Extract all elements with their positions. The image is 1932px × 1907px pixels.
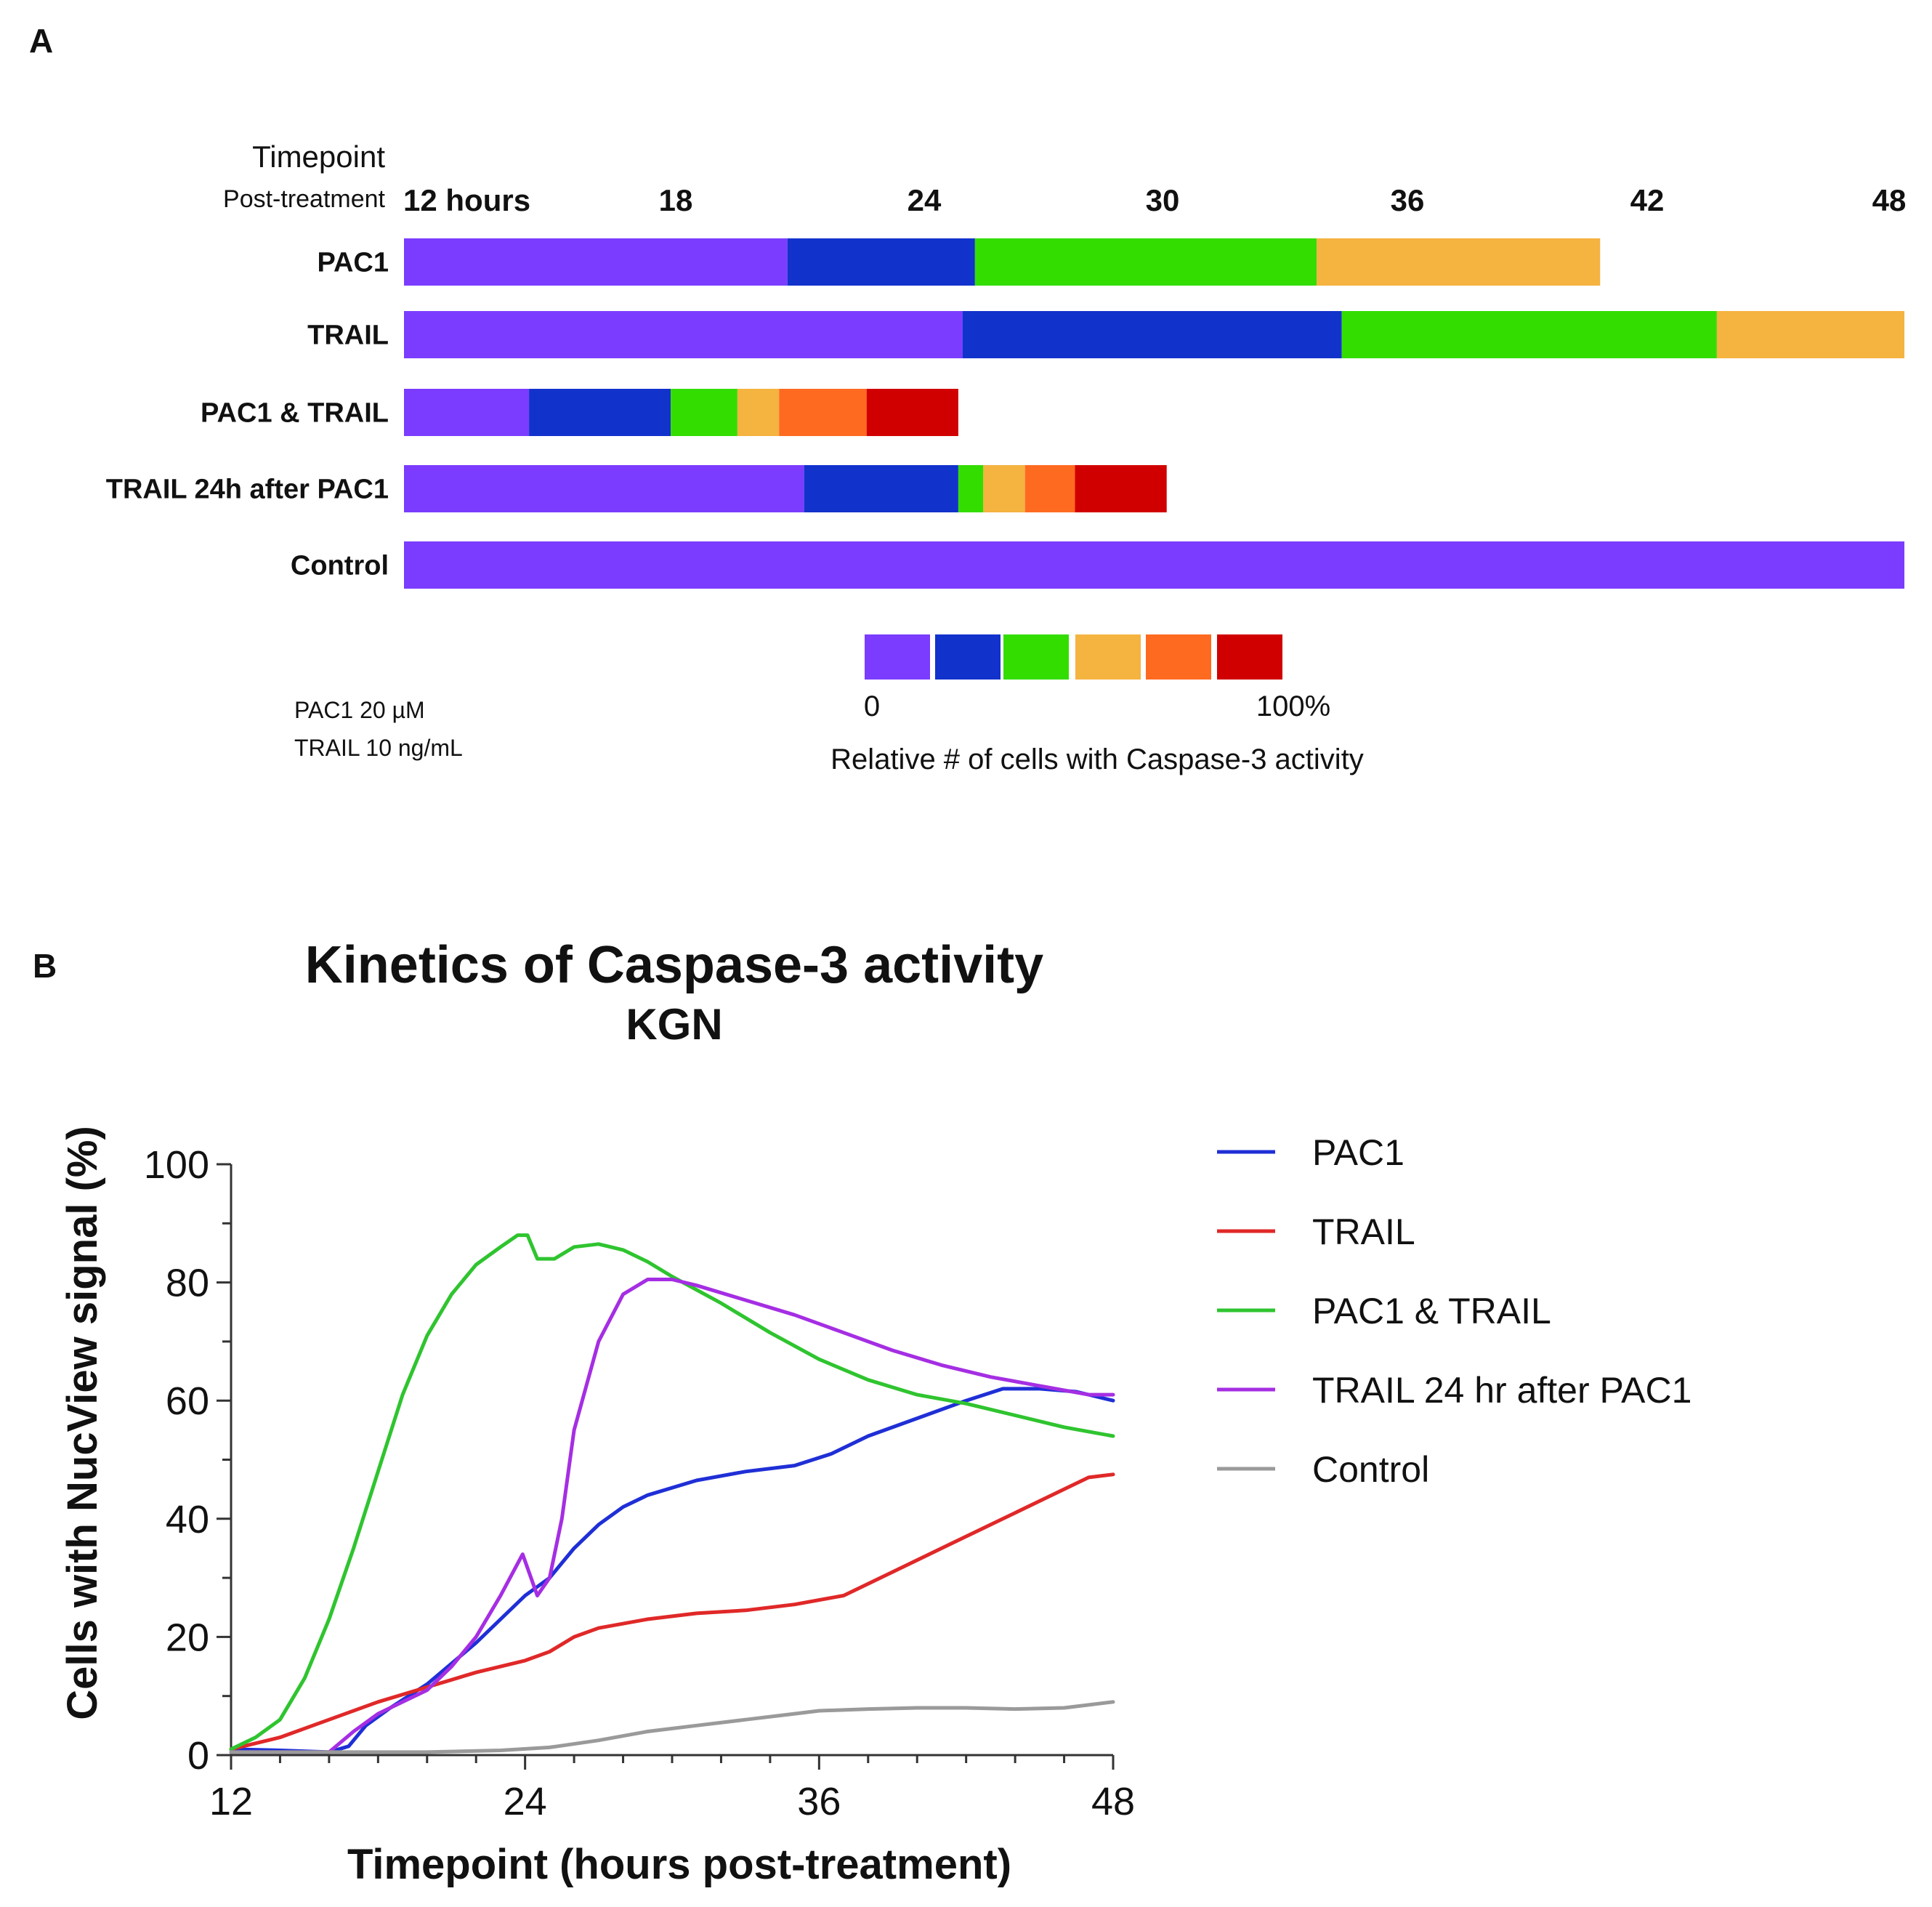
segment-trail-24h-after-pac1-0 (404, 465, 804, 512)
segment-pac1-trail-3 (737, 389, 780, 436)
y-tick-label-0: 0 (187, 1734, 209, 1778)
segment-control-0 (404, 541, 1904, 589)
segment-pac1-trail-0 (404, 389, 530, 436)
scale-swatch-0 (865, 634, 930, 680)
series-line-pac1 (229, 1387, 1115, 1754)
segment-pac1-1 (787, 238, 975, 286)
tick-label-18: 18 (659, 183, 693, 217)
scale-swatch-2 (1003, 634, 1069, 680)
segment-trail-24h-after-pac1-4 (1024, 465, 1075, 512)
segment-pac1-3 (1317, 238, 1601, 286)
segment-pac1-trail-2 (671, 389, 737, 436)
tick-label-42: 42 (1630, 183, 1665, 217)
segment-pac1-trail-4 (779, 389, 867, 436)
color-scale (865, 634, 1282, 680)
panel-b-letter: B (33, 947, 57, 985)
y-tick-label-80: 80 (166, 1262, 209, 1305)
timeline-rows: PAC1 TRAIL PAC1 & TRAIL TRAIL 24h after PAC… (106, 238, 1904, 589)
segment-pac1-2 (974, 238, 1317, 286)
segment-trail-2 (1341, 311, 1717, 358)
row-label-pac1: PAC1 (317, 248, 389, 278)
legend: PAC1 TRAIL PAC1 & TRAIL TRAIL 24 hr after P… (1217, 1132, 1691, 1490)
timeline-row-pac1: PAC1 (317, 238, 1601, 286)
timeline-tick-labels: 18 24 30 36 42 48 (659, 183, 1907, 217)
post-treatment-label: Post-treatment (223, 185, 386, 213)
tick-label-24: 24 (908, 183, 942, 217)
segment-pac1-trail-5 (866, 389, 958, 436)
timepoint-label: Timepoint (252, 140, 385, 174)
row-label-pac1-trail: PAC1 & TRAIL (201, 398, 389, 429)
segment-trail-3 (1716, 311, 1904, 358)
y-tick-label-40: 40 (166, 1498, 209, 1541)
series-line-control (229, 1700, 1115, 1754)
y-tick-label-100: 100 (144, 1143, 209, 1187)
line-plot: 0 20 40 60 80 100 12 24 36 48 (144, 1143, 1135, 1823)
scale-swatch-1 (935, 634, 1001, 680)
series-line-pac1-trail (229, 1233, 1115, 1751)
scale-max-label: 100% (1256, 690, 1330, 722)
y-tick-label-20: 20 (166, 1616, 209, 1659)
row-label-control: Control (291, 551, 389, 581)
scale-caption: Relative # of cells with Caspase-3 activ… (830, 743, 1364, 775)
scale-min-label: 0 (864, 690, 880, 722)
tick-label-12-hours: 12 hours (403, 183, 530, 217)
legend-label-pac1: PAC1 (1312, 1132, 1404, 1173)
timeline-row-trail: TRAIL (307, 311, 1904, 358)
legend-item-pac1-trail: PAC1 & TRAIL (1217, 1291, 1551, 1331)
tick-label-30: 30 (1146, 183, 1180, 217)
x-axis-title: Timepoint (hours post-treatment) (347, 1841, 1011, 1888)
row-label-trail: TRAIL (307, 320, 389, 351)
dose-pac1: PAC1 20 µM (294, 697, 425, 723)
panel-a-letter: A (29, 22, 53, 60)
chart-title: Kinetics of Caspase-3 activity (305, 936, 1043, 994)
panel-a: A Timepoint Post-treatment 12 hours 18 24… (29, 22, 1906, 775)
legend-item-trail: TRAIL (1217, 1211, 1415, 1252)
segment-trail-24h-after-pac1-2 (958, 465, 984, 512)
y-axis-title: Cells with NucView signal (%) (59, 1126, 106, 1720)
chart-subtitle: KGN (626, 1000, 722, 1049)
tick-label-36: 36 (1391, 183, 1425, 217)
legend-label-trail: TRAIL (1312, 1211, 1415, 1252)
scale-swatch-4 (1146, 634, 1211, 680)
x-tick-label-12: 12 (209, 1780, 253, 1823)
x-tick-label-36: 36 (797, 1780, 841, 1823)
segment-pac1-0 (404, 238, 788, 286)
segment-trail-24h-after-pac1-1 (804, 465, 958, 512)
legend-label-pac1-trail: PAC1 & TRAIL (1312, 1291, 1551, 1331)
timeline-row-pac1-trail: PAC1 & TRAIL (201, 389, 958, 436)
dose-trail: TRAIL 10 ng/mL (294, 735, 463, 761)
tick-label-48: 48 (1872, 183, 1907, 217)
y-tick-label-60: 60 (166, 1379, 209, 1423)
scale-swatch-5 (1217, 634, 1282, 680)
legend-item-trail-24-hr-after-pac1: TRAIL 24 hr after PAC1 (1217, 1370, 1691, 1411)
segment-trail-24h-after-pac1-3 (983, 465, 1025, 512)
segment-trail-0 (404, 311, 963, 358)
segment-trail-24h-after-pac1-5 (1075, 465, 1167, 512)
legend-item-control: Control (1217, 1449, 1429, 1490)
panel-b: B Kinetics of Caspase-3 activity KGN 0 20… (33, 936, 1691, 1888)
row-label-trail-24h-after-pac1: TRAIL 24h after PAC1 (106, 475, 389, 505)
segment-pac1-trail-1 (529, 389, 671, 436)
legend-label-trail-24-hr-after-pac1: TRAIL 24 hr after PAC1 (1312, 1370, 1691, 1411)
legend-label-control: Control (1312, 1449, 1429, 1490)
timeline-row-control: Control (291, 541, 1904, 589)
series-line-trail (229, 1472, 1115, 1751)
segment-trail-1 (962, 311, 1342, 358)
timeline-row-trail-24h-after-pac1: TRAIL 24h after PAC1 (106, 465, 1167, 512)
x-tick-label-24: 24 (504, 1780, 547, 1823)
x-tick-label-48: 48 (1091, 1780, 1135, 1823)
series-line-trail-24-hr-after-pac1 (229, 1278, 1115, 1754)
scale-swatch-3 (1075, 634, 1141, 680)
legend-item-pac1: PAC1 (1217, 1132, 1404, 1173)
